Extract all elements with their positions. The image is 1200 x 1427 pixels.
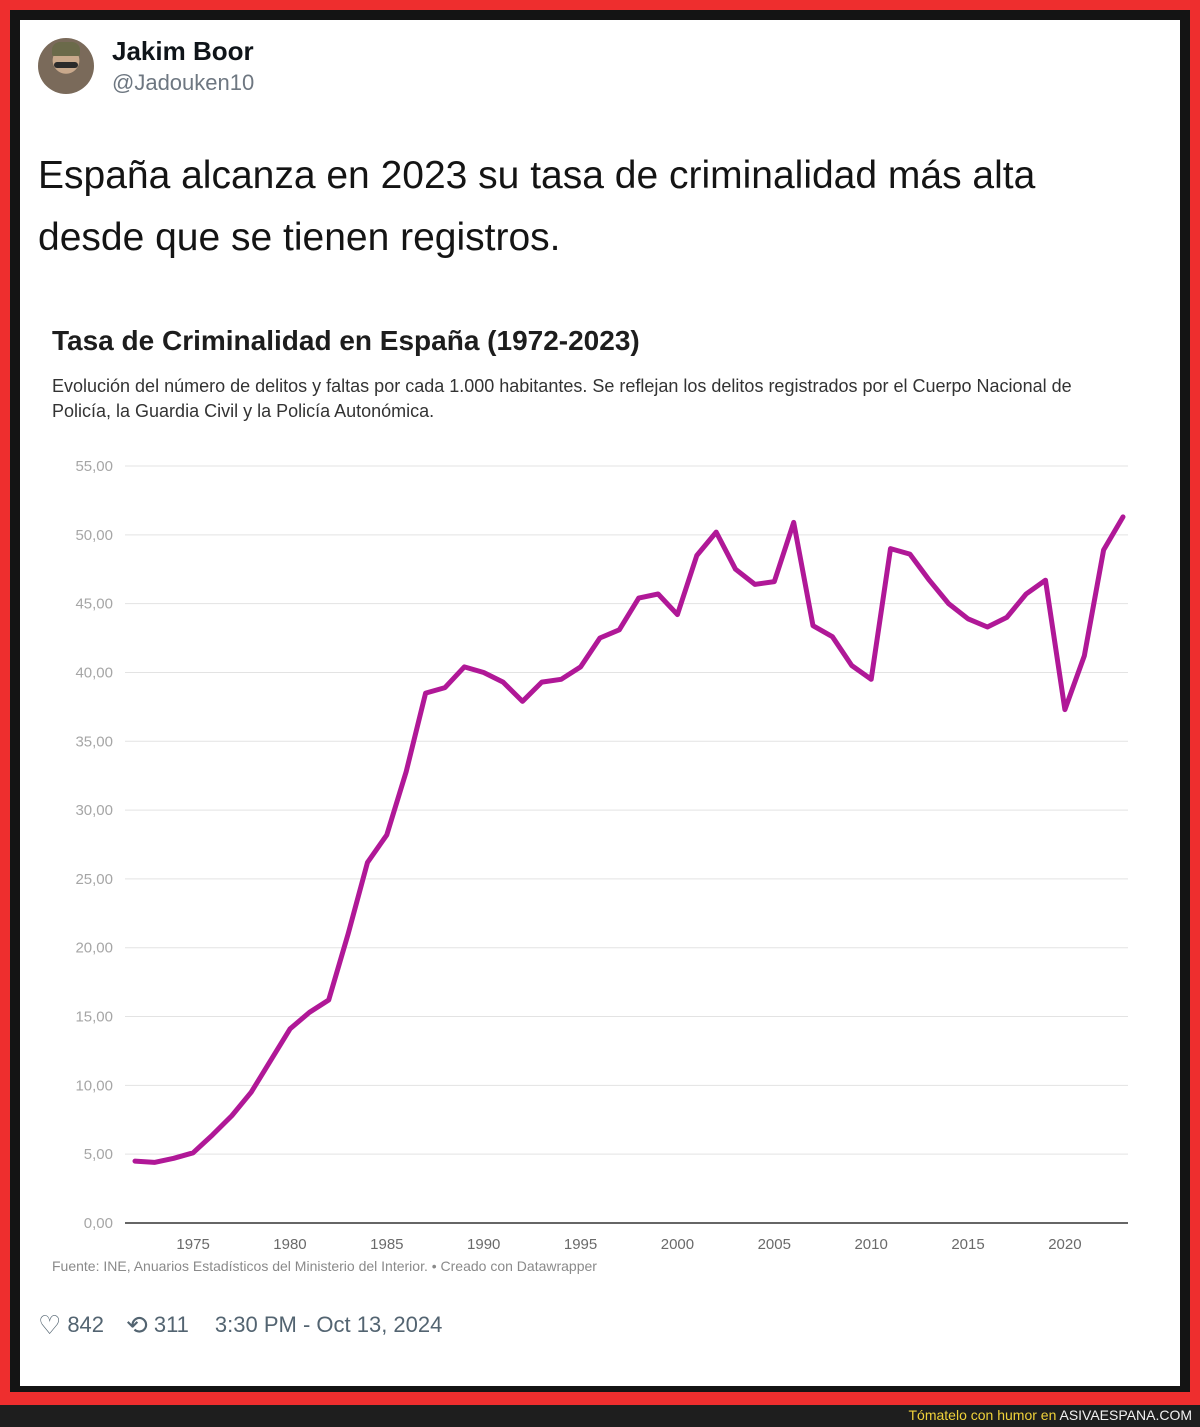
chart-subtitle: Evolución del número de delitos y faltas… [52,376,1072,421]
x-tick-label: 1985 [370,1236,403,1253]
series-layer [132,514,1126,1165]
tweet-text: España alcanza en 2023 su tasa de crimin… [38,154,1036,259]
y-tick-label: 25,00 [75,871,113,888]
x-tick-label: 2010 [854,1236,887,1253]
line-chart: 0,00 5,00 10,00 15,00 20,00 25,00 30,00 35,00 40… [75,458,1128,1253]
grid-layer [125,465,1128,1224]
like-count: 842 [67,1312,105,1337]
avatar-cap [52,42,80,56]
tweet-footer: ♡ 842 ⟲ 311 3:30 PM - Oct 13, 2024 [38,1310,442,1340]
watermark-bar [0,1405,1200,1427]
y-tick-label: 55,00 [75,458,113,475]
x-tick-label: 2005 [758,1236,791,1253]
x-axis: 1975 1980 1985 1990 1995 2000 2005 2010 2015 2020 [176,1236,1081,1253]
y-tick-label: 40,00 [75,664,113,681]
watermark-site: ASIVAESPANA.COM [1059,1407,1192,1423]
author-name[interactable]: Jakim Boor [112,36,254,66]
avatar-glasses [54,62,78,68]
y-tick-label: 20,00 [75,940,113,957]
y-tick-label: 5,00 [84,1146,113,1163]
x-tick-label: 1975 [176,1236,209,1253]
retweet-count: 311 [153,1312,189,1337]
x-tick-label: 2020 [1048,1236,1081,1253]
tweet-timestamp[interactable]: 3:30 PM - Oct 13, 2024 [214,1312,443,1337]
y-tick-label: 10,00 [75,1077,113,1094]
series-line [132,514,1126,1165]
y-tick-label: 45,00 [75,596,113,613]
x-tick-label: 1990 [467,1236,500,1253]
chart-source: Fuente: INE, Anuarios Estadísticos del M… [52,1258,597,1274]
avatar[interactable] [38,38,94,94]
y-tick-label: 50,00 [75,527,113,544]
retweet-icon[interactable]: ⟲ [126,1309,148,1340]
y-tick-label: 0,00 [84,1215,113,1232]
x-tick-label: 2000 [661,1236,694,1253]
author-handle[interactable]: @Jadouken10 [112,70,255,95]
tweet-card [20,20,1180,1386]
x-tick-label: 2015 [951,1236,984,1253]
y-tick-label: 15,00 [75,1009,113,1026]
heart-icon[interactable]: ♡ [38,1309,62,1340]
x-tick-label: 1980 [273,1236,306,1253]
chart-title: Tasa de Criminalidad en España (1972-202… [52,325,640,356]
watermark[interactable]: Tómatelo con humor en ASIVAESPANA.COM [909,1407,1193,1423]
y-tick-label: 30,00 [75,802,113,819]
y-tick-label: 35,00 [75,733,113,750]
x-tick-label: 1995 [564,1236,597,1253]
y-axis: 0,00 5,00 10,00 15,00 20,00 25,00 30,00 35,00 40… [75,458,113,1232]
watermark-prefix: Tómatelo con humor en [908,1407,1057,1423]
